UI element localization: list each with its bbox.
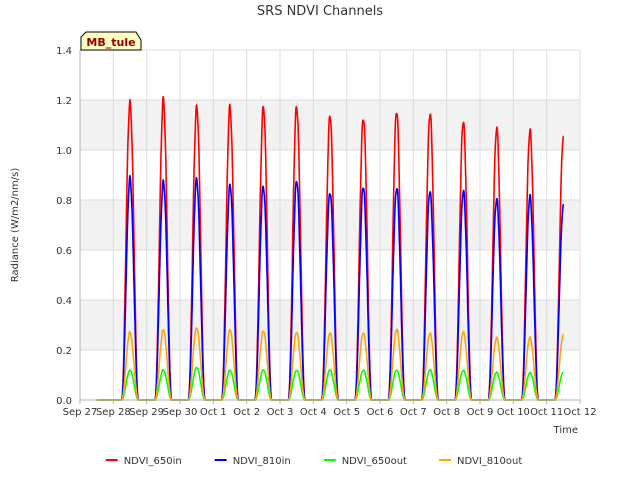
x-tick-label: Oct 3 [267, 407, 294, 418]
y-tick-label: 0.6 [56, 246, 72, 257]
y-axis-label: Radiance (W/m2/nm/s) [10, 168, 21, 283]
y-tick-label: 0.0 [56, 396, 72, 407]
plot-band [80, 300, 580, 350]
y-tick-label: 0.4 [56, 296, 72, 307]
chart-title: SRS NDVI Channels [257, 4, 383, 19]
y-tick-label: 0.8 [56, 196, 72, 207]
station-badge: MB_tule [80, 31, 142, 51]
station-badge-text: MB_tule [86, 36, 135, 49]
x-tick-label: Oct 7 [400, 407, 427, 418]
legend-item-NDVI_650in: NDVI_650in [105, 456, 182, 467]
legend-item-NDVI_650out: NDVI_650out [323, 456, 407, 467]
legend-label: NDVI_650in [124, 456, 182, 467]
x-tick-label: Oct 1 [200, 407, 227, 418]
legend: NDVI_650in NDVI_810in NDVI_650out NDVI_810o… [105, 456, 522, 467]
axes [79, 50, 580, 401]
plot-band [80, 100, 580, 150]
x-tick-label: Oct 4 [300, 407, 327, 418]
x-axis-label: Time [553, 425, 578, 436]
legend-label: NDVI_810in [233, 456, 291, 467]
plot-band [80, 200, 580, 250]
legend-label: NDVI_810out [457, 456, 522, 467]
y-tick-label: 0.2 [56, 346, 72, 357]
x-tick-label: Oct 10 [497, 407, 530, 418]
legend-label: NDVI_650out [342, 456, 407, 467]
x-tick-label: Sep 30 [163, 407, 198, 418]
x-tick-label: Oct 9 [467, 407, 494, 418]
x-tick-label: Oct 8 [433, 407, 460, 418]
x-tick-label: Oct 2 [233, 407, 260, 418]
x-tick-label: Sep 27 [63, 407, 98, 418]
y-tick-labels: 0.0 0.2 0.4 0.6 0.8 1.0 1.2 1.4 [56, 46, 72, 407]
legend-item-NDVI_810out: NDVI_810out [439, 456, 522, 467]
plot-bands [80, 50, 580, 400]
legend-item-NDVI_810in: NDVI_810in [214, 456, 291, 467]
y-tick-label: 1.2 [56, 96, 72, 107]
y-tick-label: 1.4 [56, 46, 72, 57]
x-tick-label: Sep 29 [129, 407, 164, 418]
x-tick-label: Oct 6 [367, 407, 394, 418]
x-tick-label: Oct 11 [530, 407, 563, 418]
station-badge-box [80, 31, 142, 51]
x-tick-label: Oct 12 [563, 407, 596, 418]
y-tick-label: 1.0 [56, 146, 72, 157]
x-tick-label: Sep 28 [96, 407, 131, 418]
x-tick-label: Oct 5 [333, 407, 360, 418]
